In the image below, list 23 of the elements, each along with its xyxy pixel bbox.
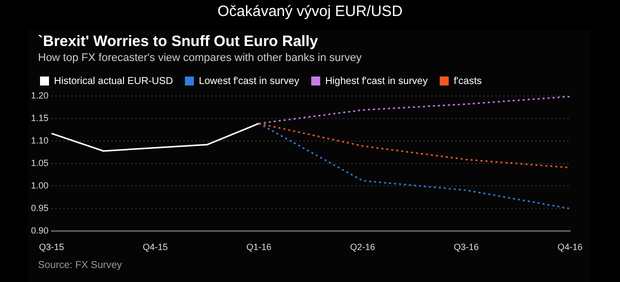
- y-tick-label: 0.95: [30, 203, 49, 214]
- y-tick-label: 1.00: [30, 180, 49, 191]
- x-tick-label: Q1-16: [246, 242, 272, 252]
- y-tick-label: 0.90: [30, 226, 49, 236]
- text: How top FX forecaster's view compares with other banks in survey: [38, 52, 363, 64]
- legend-label: f'casts: [454, 76, 482, 87]
- source-note: Source: FX Survey: [38, 260, 123, 271]
- y-tick-label: 1.15: [30, 113, 49, 124]
- x-tick-label: Q2-16: [350, 242, 376, 252]
- x-tick-label: Q3-15: [39, 242, 64, 252]
- y-tick-label: 1.05: [30, 158, 49, 168]
- legend-label: Highest f'cast in survey: [325, 76, 428, 87]
- x-tick-label: Q3-16: [454, 242, 479, 252]
- chart-title: Očakávaný vývoj EUR/USD: [216, 2, 404, 22]
- x-tick-label: Q4-15: [142, 242, 168, 252]
- legend-label: Lowest f'cast in survey: [198, 76, 300, 87]
- y-tick-label: 1.20: [30, 90, 49, 100]
- x-tick-label: Q4-16: [557, 242, 583, 252]
- legend-label: Historical actual EUR-USD: [54, 76, 173, 87]
- line-series: [258, 96, 571, 124]
- chart-subtitle: `Brexit' Worries to Snuff Out Euro Rally: [38, 33, 319, 50]
- line-series: [258, 122, 571, 210]
- y-tick-label: 1.10: [30, 136, 49, 146]
